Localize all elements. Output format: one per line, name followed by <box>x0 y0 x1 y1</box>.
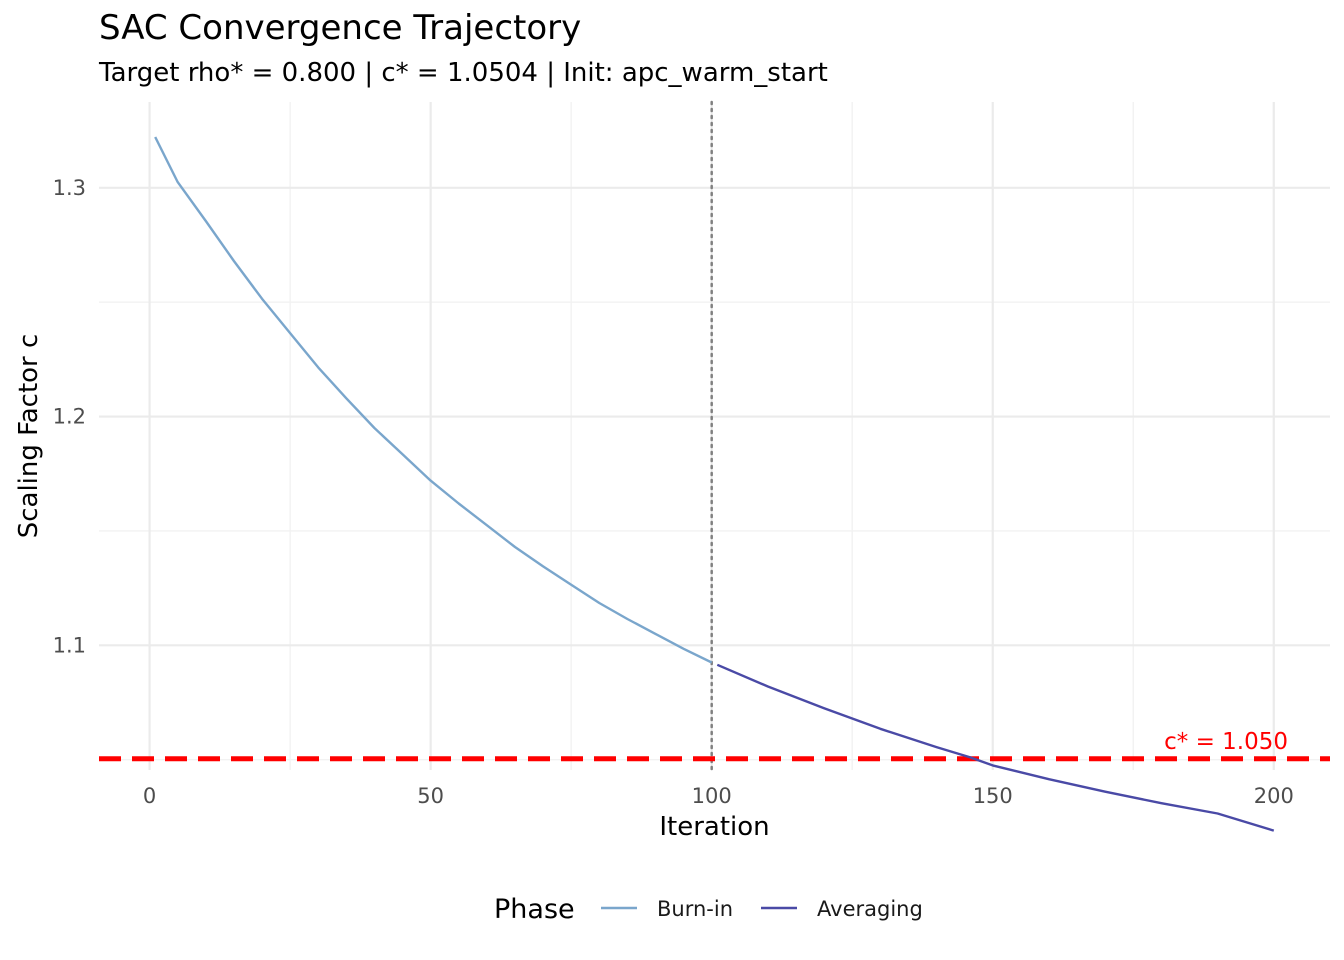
legend-label: Averaging <box>817 897 923 921</box>
x-tick-label: 200 <box>1254 784 1294 808</box>
series-lines <box>154 136 1275 832</box>
tick-labels: 0 50 100 150 200 1.1 1.2 1.3 <box>53 176 1294 808</box>
y-axis-title: Scaling Factor c <box>14 334 44 539</box>
reference-label: c* = 1.050 <box>1164 729 1288 755</box>
grid-lines <box>99 102 1330 770</box>
y-tick-label: 1.2 <box>53 405 86 429</box>
series-line-averaging <box>716 663 1275 832</box>
y-tick-label: 1.3 <box>53 176 86 200</box>
reference-lines <box>99 100 1330 772</box>
x-tick-label: 150 <box>973 784 1013 808</box>
x-axis-title: Iteration <box>659 812 769 842</box>
x-tick-label: 0 <box>143 784 156 808</box>
chart-title: SAC Convergence Trajectory <box>99 8 582 48</box>
x-tick-label: 50 <box>417 784 444 808</box>
legend-title: Phase <box>494 894 575 925</box>
series-line-burn-in <box>154 136 713 664</box>
y-tick-label: 1.1 <box>53 633 86 657</box>
legend: Phase Burn-in Averaging <box>494 894 923 925</box>
legend-label: Burn-in <box>657 897 733 921</box>
chart-subtitle: Target rho* = 0.800 | c* = 1.0504 | Init… <box>99 58 828 88</box>
x-tick-label: 100 <box>692 784 732 808</box>
